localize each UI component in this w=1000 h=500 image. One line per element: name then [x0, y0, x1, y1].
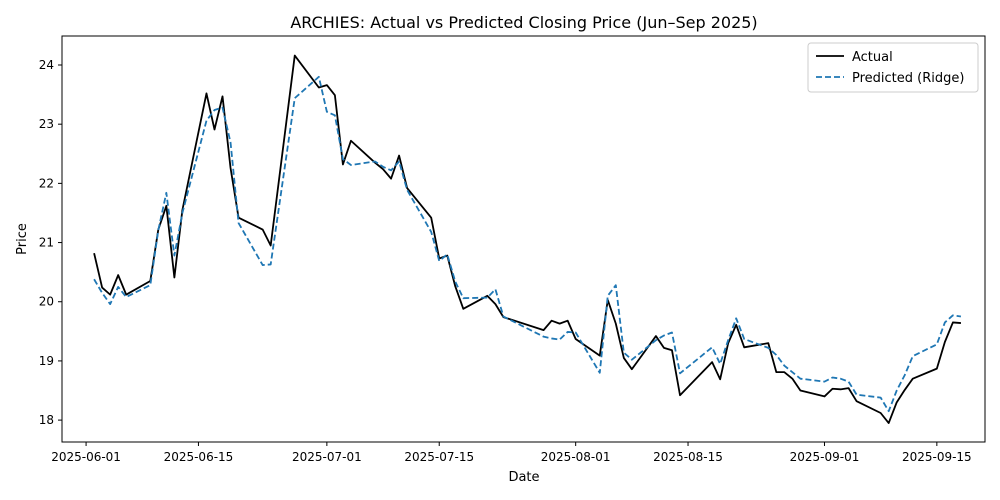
y-tick-label: 19: [39, 354, 54, 368]
y-axis-label: Price: [15, 223, 30, 255]
x-tick-label: 2025-08-01: [541, 450, 611, 464]
x-tick-label: 2025-06-15: [164, 450, 234, 464]
legend: Actual Predicted (Ridge): [807, 42, 979, 93]
chart-title: ARCHIES: Actual vs Predicted Closing Pri…: [290, 13, 757, 32]
x-tick-label: 2025-07-15: [404, 450, 474, 464]
y-tick-label: 20: [39, 295, 54, 309]
x-tick-label: 2025-09-15: [902, 450, 972, 464]
y-axis: 18 19 20 21 22 23 24: [39, 58, 62, 427]
plot-area: [93, 54, 962, 424]
series-line-actual: [93, 54, 961, 424]
y-tick-label: 21: [39, 236, 54, 250]
y-tick-label: 18: [39, 413, 54, 427]
x-axis: 2025-06-01 2025-06-15 2025-07-01 2025-07-15…: [51, 442, 972, 464]
series-line-predicted: [93, 75, 962, 413]
x-axis-label: Date: [508, 470, 539, 485]
y-tick-label: 22: [39, 176, 54, 190]
legend-box: [807, 42, 979, 93]
y-tick-label: 24: [39, 58, 54, 72]
x-tick-label: 2025-09-01: [790, 450, 860, 464]
axes-frame: [61, 35, 986, 443]
x-tick-label: 2025-07-01: [292, 450, 362, 464]
legend-label-predicted: Predicted (Ridge): [852, 71, 964, 86]
x-tick-label: 2025-08-15: [653, 450, 723, 464]
y-tick-label: 23: [39, 117, 54, 131]
x-tick-label: 2025-06-01: [51, 450, 121, 464]
legend-label-actual: Actual: [852, 50, 893, 65]
